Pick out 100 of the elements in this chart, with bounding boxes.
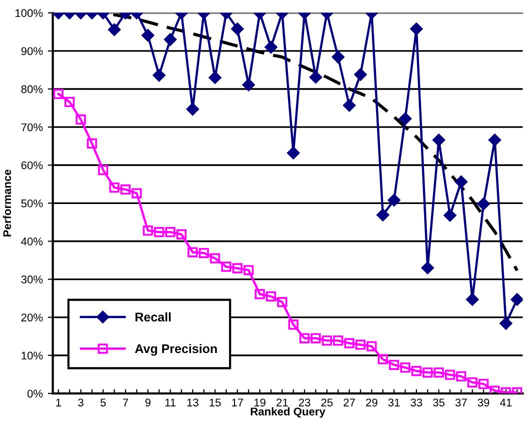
x-tick-label: 39 [478,398,490,406]
point [478,378,489,390]
point [198,248,209,258]
x-tick-label: 41 [500,398,512,406]
point [510,293,523,306]
point [232,263,242,274]
x-tick-label: 7 [123,398,128,406]
point [500,317,512,330]
legend-label: Avg Precision [135,344,217,356]
point [400,362,410,373]
point [354,68,367,81]
point [322,335,332,346]
x-axis-title: Ranked Query [250,407,326,418]
point [53,88,64,100]
point [154,227,164,238]
point [454,176,468,188]
point [410,22,423,36]
point [142,29,154,42]
point [398,112,412,125]
point [86,138,98,148]
y-axis-title: Performance [2,170,12,236]
y-tick-label: 80% [21,85,43,94]
point [142,226,153,236]
point [188,247,198,258]
x-tick-label: 5 [100,398,106,406]
point [309,70,322,84]
point [456,371,466,382]
point [288,320,298,330]
point [422,367,433,378]
point [165,227,176,238]
x-tick-label: 31 [388,398,400,406]
point [488,134,502,146]
y-tick-label: 20% [21,314,43,322]
y-tick-label: 0% [27,390,43,398]
point [108,23,121,36]
x-tick-label: 37 [455,398,467,406]
point [344,338,354,348]
point [434,367,444,378]
x-tick-label: 1 [56,398,61,406]
point [432,134,446,146]
x-tick-label: 13 [187,398,198,406]
point [242,78,255,92]
point [98,164,108,176]
point [378,354,388,364]
x-tick-label: 29 [366,398,378,406]
x-tick-label: 15 [210,398,221,406]
point [76,114,86,125]
x-tick-label: 3 [78,398,84,406]
point [264,40,278,54]
point [444,370,456,380]
y-tick-label: 30% [21,276,43,284]
point [366,341,377,352]
point [277,297,288,308]
point [186,102,199,116]
point [266,291,276,302]
y-tick-label: 70% [21,123,43,132]
x-tick-label: 25 [321,398,333,406]
x-tick-label: 23 [298,398,310,406]
point [388,360,400,370]
point [109,182,120,193]
x-tick-label: 27 [344,398,355,406]
point [388,194,400,206]
legend-label: Recall [136,312,171,322]
point [132,188,142,198]
point [490,386,500,394]
x-tick-label: 11 [165,398,176,406]
point [64,96,75,108]
point [176,229,187,240]
y-tick-label: 100% [16,9,43,18]
y-tick-label: 90% [21,47,43,56]
y-tick-label: 50% [21,199,43,208]
point [310,333,321,344]
point [376,208,390,222]
point [342,99,356,112]
point [254,289,265,300]
point [332,50,344,64]
point [299,333,310,344]
point [421,262,434,274]
point [477,198,490,210]
x-tick-label: 33 [410,398,422,406]
point [152,69,166,82]
y-tick-label: 10% [22,352,43,360]
point [466,293,479,306]
point [355,340,366,350]
x-tick-label: 19 [254,398,266,406]
x-tick-label: 21 [276,398,288,406]
point [221,262,232,272]
point [244,265,254,276]
x-tick-label: 35 [433,398,445,406]
point [231,22,244,36]
y-tick-label: 40% [21,237,43,246]
x-tick-label: 9 [145,398,150,406]
point [333,335,344,346]
y-tick-label: 60% [21,161,43,170]
point [210,253,220,264]
point [411,366,422,376]
point [208,71,222,84]
point [164,33,177,46]
point [444,209,456,222]
point [120,184,131,195]
